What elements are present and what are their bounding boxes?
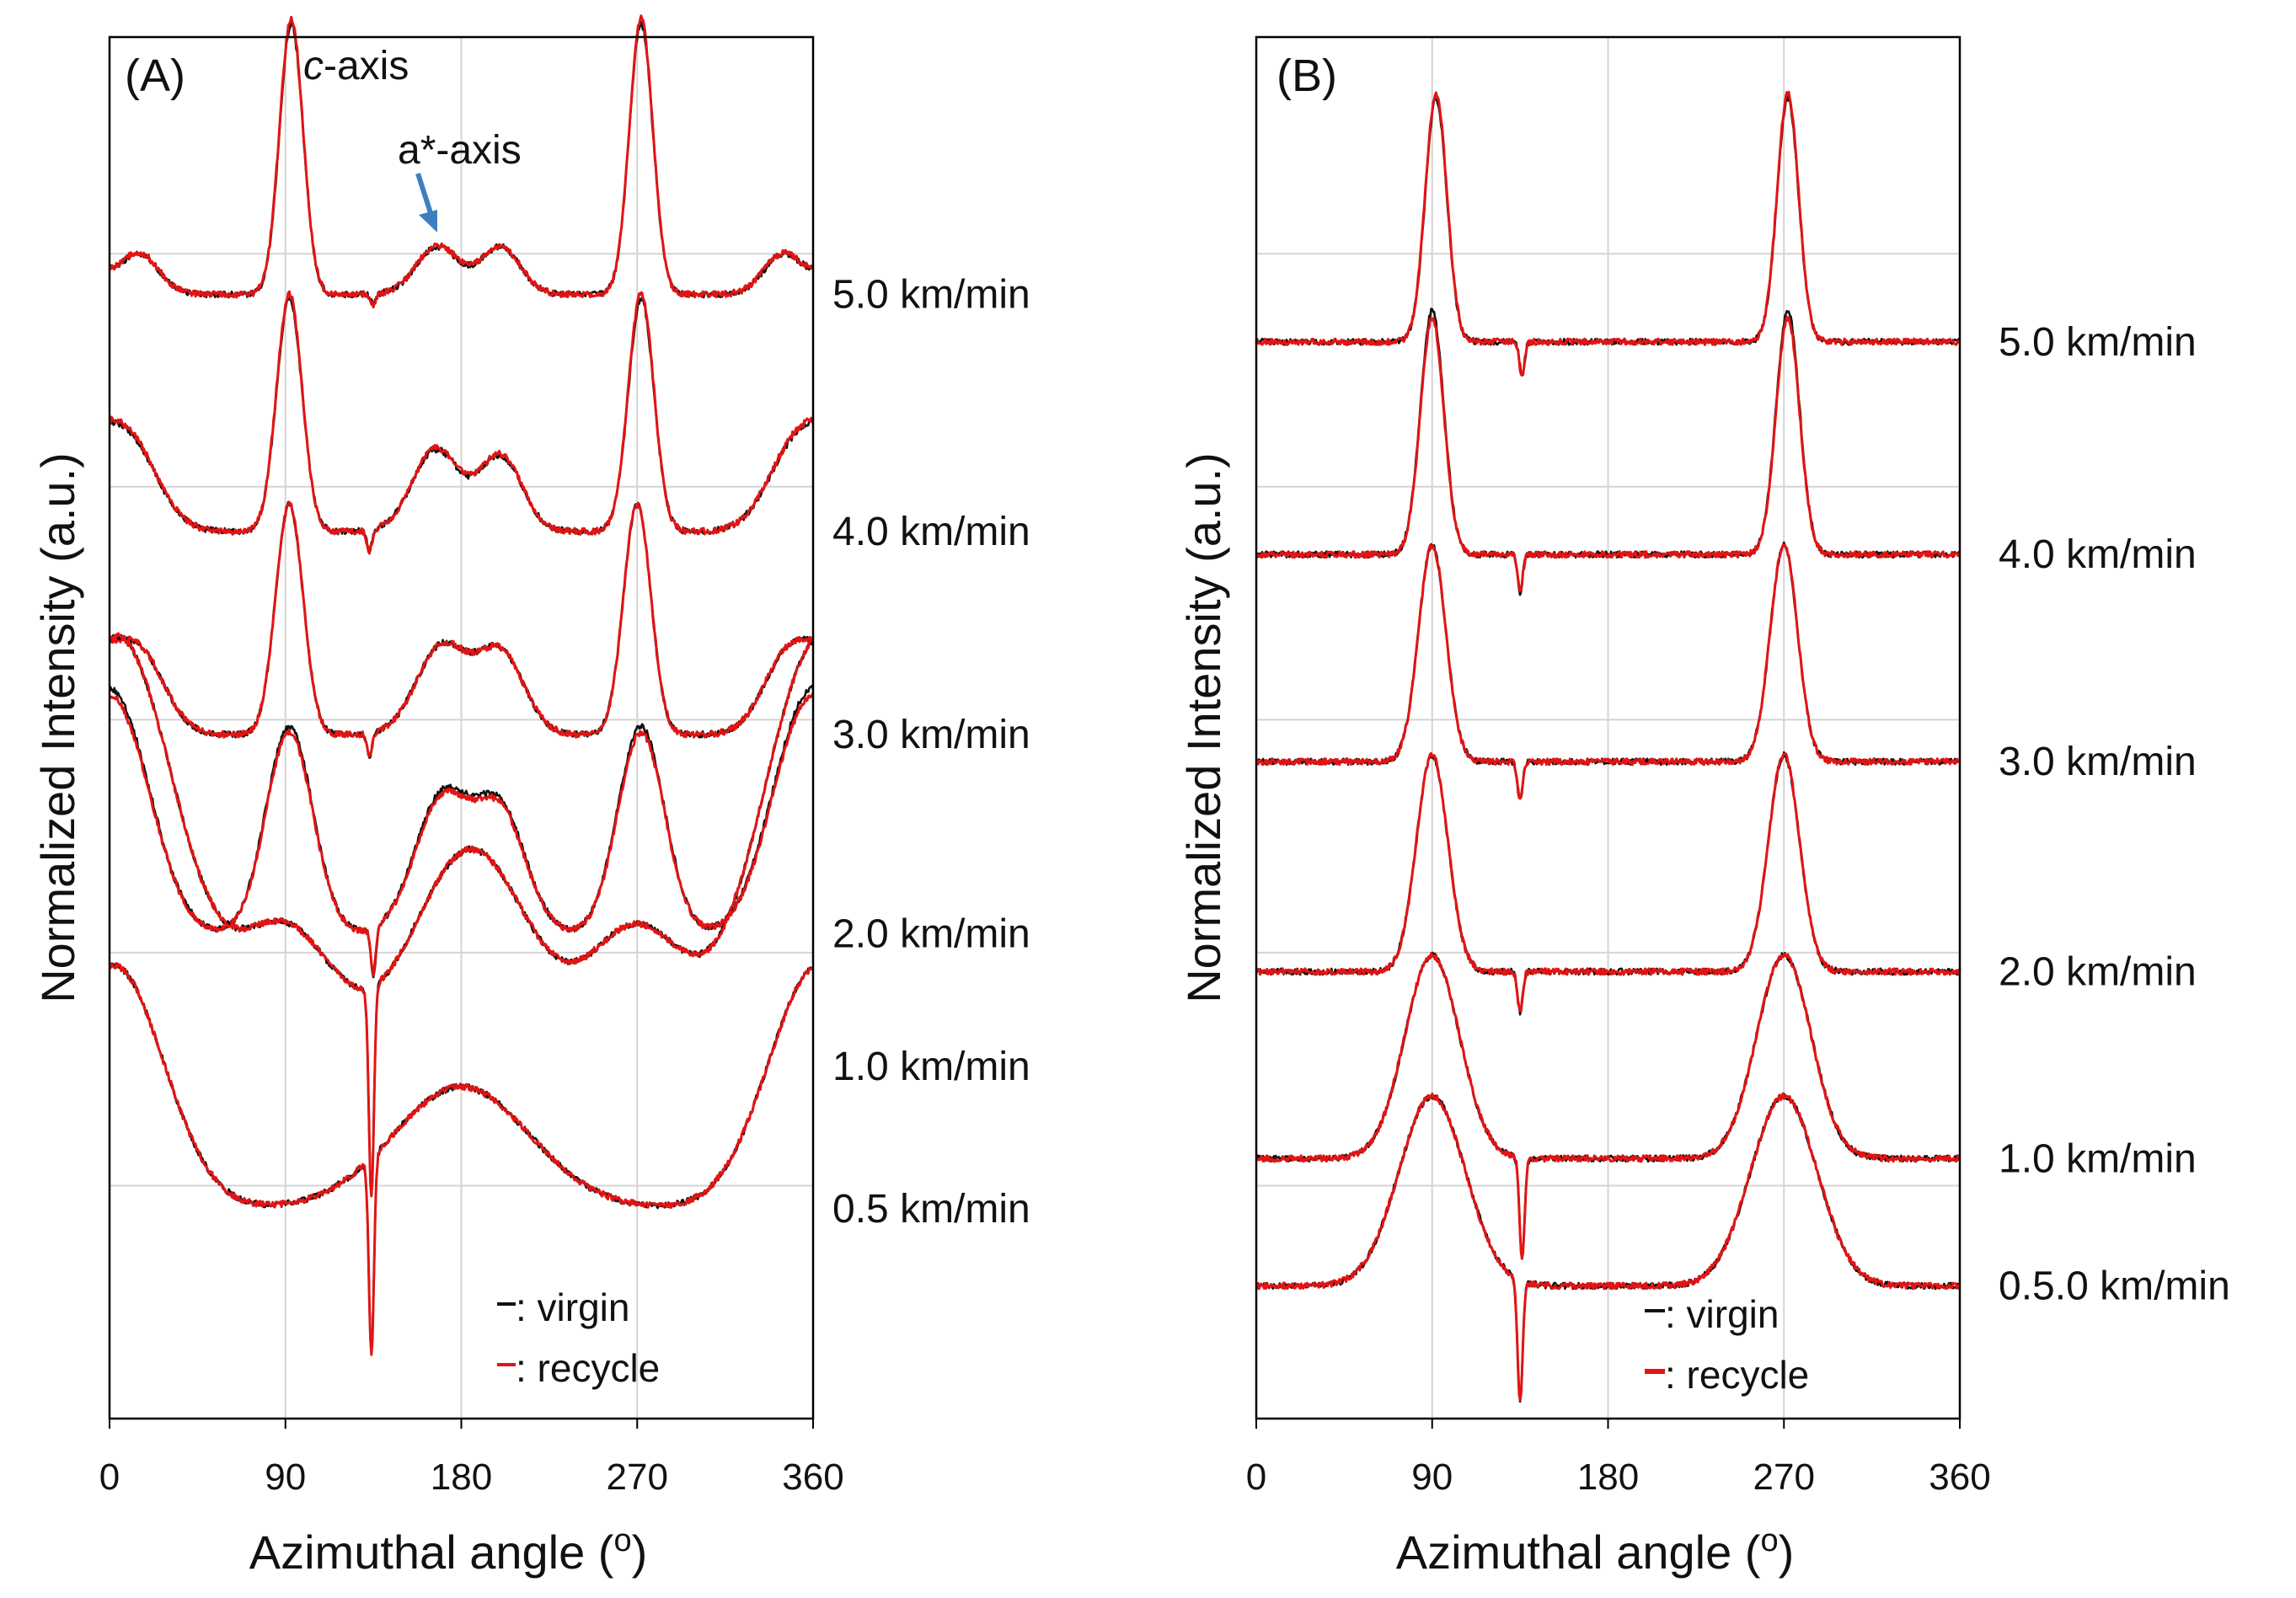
panel-a-x-axis-label: Azimuthal angle (o) [249,1523,647,1579]
panel-b-x-tick-label-180: 180 [1577,1456,1639,1498]
x-axis-close: ) [1779,1526,1795,1579]
panel-a-x-tick-label-90: 90 [265,1456,306,1498]
a-star-axis-arrow [415,173,437,232]
panel-b-curve-recycle-4 [1255,952,1962,1260]
panel-b-speed-label-4: 1.0 km/min [1999,1136,2197,1181]
panel-a-label: (A) [125,51,185,101]
panel-b-curve-recycle-0 [1255,90,1962,377]
panel-a-curve-recycle-5 [108,962,814,1356]
panel-a-a-star-axis-annotation: a*-axis [398,128,522,173]
panel-b-curve-recycle-2 [1255,543,1962,800]
panel-b-x-axis-label: Azimuthal angle (o) [1396,1523,1794,1579]
legend-recycle-label: : recycle [1665,1353,1809,1397]
panel-b-x-ticks [1255,1419,1961,1429]
panel-b-speed-label-2: 3.0 km/min [1999,740,2197,784]
panel-b-speed-label-1: 4.0 km/min [1999,532,2197,577]
panel-b-x-tick-label-90: 90 [1411,1456,1453,1498]
panel-a-x-tick-labels: 0 90 180 270 360 [99,1456,844,1498]
panel-a-y-axis-label: Normalized Intensity (a.u.) [31,452,84,1003]
panel-a-c-axis-annotation: c-axis [303,44,409,88]
panel-b-x-tick-label-0: 0 [1246,1456,1266,1498]
legend-virgin-label: : virgin [516,1285,629,1329]
x-axis-label-text: Azimuthal angle ( [249,1526,614,1579]
panel-a-speed-label-5: 0.5 km/min [832,1187,1030,1232]
panel-b-speed-label-5: 0.5.0 km/min [1999,1264,2230,1308]
panel-a-speed-label-2: 3.0 km/min [832,713,1030,757]
panel-a-speed-labels: 5.0 km/min 4.0 km/min 3.0 km/min 2.0 km/min… [832,272,1030,1231]
panel-b-legend: : virgin : recycle [1645,1292,1809,1397]
panel-a-curve-recycle-0 [108,14,815,309]
panel-b-curves [1255,90,1962,1403]
panel-a-legend: : virgin : recycle [497,1285,660,1390]
panel-a-x-tick-label-180: 180 [431,1456,492,1498]
panel-a-curves [108,14,815,1356]
panel-a-speed-label-0: 5.0 km/min [832,272,1030,317]
x-axis-degree: o [613,1523,631,1558]
panel-a-speed-label-1: 4.0 km/min [832,510,1030,554]
panel-b-grid [1256,37,1960,1419]
panel-b-curve-recycle-5 [1255,1092,1962,1402]
panel-b-speed-label-3: 2.0 km/min [1999,949,2197,994]
legend-virgin-label: : virgin [1665,1292,1779,1336]
x-axis-close: ) [632,1526,648,1579]
panel-b-curve-virgin-3 [1255,751,1962,1016]
c-axis-letter: c [303,44,324,88]
panel-b-speed-labels: 5.0 km/min 4.0 km/min 3.0 km/min 2.0 km/min… [1999,320,2230,1309]
panel-a-x-tick-label-360: 360 [782,1456,843,1498]
panel-a-x-tick-label-0: 0 [99,1456,120,1498]
panel-b-speed-label-0: 5.0 km/min [1999,320,2197,365]
panel-a-x-ticks [109,1419,814,1429]
arrow-shaft [415,173,434,216]
panel-b-label: (B) [1276,51,1337,101]
legend-recycle-label: : recycle [516,1346,660,1390]
panel-b-curve-recycle-3 [1255,751,1962,1013]
panel-b-y-axis-label: Normalized Intensity (a.u.) [1177,452,1230,1003]
panel-a-curve-recycle-1 [108,290,815,555]
panel-a-curve-recycle-2 [108,500,814,758]
panel-a-speed-label-4: 1.0 km/min [832,1045,1030,1089]
panel-b-curve-recycle-1 [1255,315,1962,593]
arrow-head [419,210,437,232]
panel-b-x-tick-label-360: 360 [1929,1456,1990,1498]
panel-a-curve-recycle-4 [108,632,815,1198]
x-axis-label-text: Azimuthal angle ( [1396,1526,1761,1579]
panel-b: 0 90 180 270 360 5.0 km/min 4.0 km/min 3.0 km/… [1177,35,2230,1579]
panel-b-x-tick-label-270: 270 [1753,1456,1815,1498]
panel-a-x-tick-label-270: 270 [607,1456,668,1498]
panel-a: 0 90 180 270 360 5.0 km/min 4.0 km/min 3.0 km/… [31,14,1030,1579]
x-axis-degree: o [1760,1523,1778,1558]
panel-a-speed-label-3: 2.0 km/min [832,911,1030,956]
c-axis-suffix: -axis [324,44,409,88]
panel-b-x-tick-labels: 0 90 180 270 360 [1246,1456,1991,1498]
